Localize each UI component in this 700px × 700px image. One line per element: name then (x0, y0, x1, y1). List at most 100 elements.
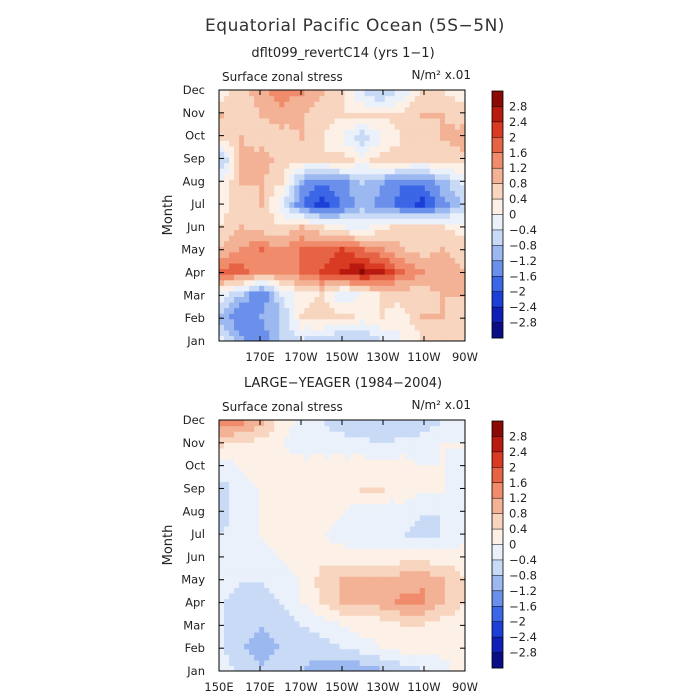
heatmap-cell (449, 145, 456, 152)
heatmap-cell (429, 648, 436, 655)
heatmap-cell (364, 168, 371, 175)
heatmap-cell (264, 129, 270, 136)
heatmap-cell (364, 514, 371, 521)
heatmap-cell (444, 95, 451, 102)
heatmap-cell (304, 542, 310, 549)
heatmap-cell (399, 235, 406, 242)
heatmap-cell (259, 665, 265, 671)
heatmap-cell (334, 553, 341, 561)
heatmap-cell (459, 514, 465, 521)
heatmap-cell (319, 498, 326, 505)
heatmap-cell (324, 559, 331, 566)
heatmap-cell (304, 106, 310, 113)
heatmap-cell (269, 229, 275, 236)
heatmap-cell (324, 459, 331, 466)
heatmap-cell (224, 514, 230, 521)
heatmap-cell (454, 290, 461, 297)
heatmap-cell (459, 565, 465, 572)
heatmap-cell (239, 156, 245, 164)
heatmap-cell (339, 659, 346, 667)
heatmap-cell (284, 470, 290, 477)
heatmap-cell (374, 464, 381, 471)
heatmap-cell (359, 559, 366, 566)
heatmap-cell (454, 268, 461, 275)
heatmap-cell (239, 525, 245, 533)
heatmap-cell (459, 201, 465, 208)
heatmap-cell (224, 117, 230, 125)
heatmap-cell (269, 637, 275, 644)
heatmap-cell (349, 592, 356, 600)
heatmap-cell (359, 257, 366, 264)
heatmap-cell (254, 587, 260, 594)
heatmap-cell (294, 140, 300, 147)
heatmap-cell (349, 559, 356, 566)
x-tick-label: 170W (284, 680, 317, 694)
heatmap-cell (239, 285, 245, 292)
heatmap-cell (249, 453, 255, 460)
heatmap-cell (354, 531, 361, 538)
heatmap-cell (429, 509, 436, 516)
heatmap-cell (329, 318, 336, 325)
heatmap-cell (409, 162, 416, 169)
heatmap-cell (409, 296, 416, 303)
heatmap-cell (279, 212, 285, 219)
heatmap-cell (409, 246, 416, 253)
heatmap-cell (284, 581, 290, 588)
heatmap-cell (429, 184, 436, 191)
heatmap-cell (389, 509, 396, 516)
colorbar-label: −2.8 (509, 316, 537, 330)
heatmap-cell (354, 212, 361, 219)
heatmap-cell (314, 464, 321, 471)
heatmap-cell (219, 318, 225, 325)
heatmap-cell (419, 240, 426, 247)
heatmap-cell (329, 537, 336, 544)
heatmap-cell (259, 156, 265, 164)
heatmap-cell (429, 492, 436, 499)
heatmap-cell (279, 659, 285, 667)
heatmap-cell (364, 615, 371, 622)
heatmap-cell (374, 531, 381, 538)
heatmap-cell (344, 570, 351, 577)
heatmap-cell (324, 195, 331, 203)
heatmap-cell (334, 168, 341, 175)
heatmap-cell (419, 307, 426, 314)
heatmap-cell (434, 95, 441, 102)
heatmap-cell (259, 548, 265, 555)
heatmap-cell (399, 475, 406, 482)
heatmap-cell (374, 235, 381, 242)
heatmap-cell (359, 207, 366, 214)
heatmap-cell (324, 604, 331, 611)
heatmap-cell (374, 179, 381, 186)
heatmap-cell (224, 425, 230, 432)
heatmap-cell (294, 218, 300, 225)
heatmap-cell (259, 542, 265, 549)
heatmap-cell (374, 520, 381, 527)
heatmap-cell (374, 201, 381, 208)
heatmap-cell (244, 235, 250, 242)
heatmap-cell (224, 431, 230, 438)
heatmap-cell (364, 262, 371, 270)
heatmap-cell (399, 318, 406, 325)
heatmap-cell (274, 173, 280, 180)
heatmap-cell (289, 464, 295, 471)
heatmap-cell (349, 537, 356, 544)
heatmap-cell (434, 581, 441, 588)
heatmap-cell (324, 251, 331, 258)
heatmap-cell (329, 453, 336, 460)
heatmap-cell (414, 324, 421, 331)
heatmap-cell (369, 592, 376, 600)
heatmap-cell (309, 307, 315, 314)
heatmap-cell (424, 587, 431, 594)
heatmap-cell (364, 329, 371, 337)
heatmap-cell (354, 240, 361, 247)
heatmap-cell (389, 112, 396, 119)
heatmap-cell (429, 218, 436, 225)
heatmap-cell (219, 520, 225, 527)
heatmap-cell (294, 95, 300, 102)
heatmap-cell (439, 201, 446, 208)
heatmap-cell (264, 598, 270, 605)
heatmap-cell (274, 179, 280, 186)
heatmap-cell (334, 324, 341, 331)
heatmap-cell (264, 240, 270, 247)
heatmap-cell (404, 201, 411, 208)
